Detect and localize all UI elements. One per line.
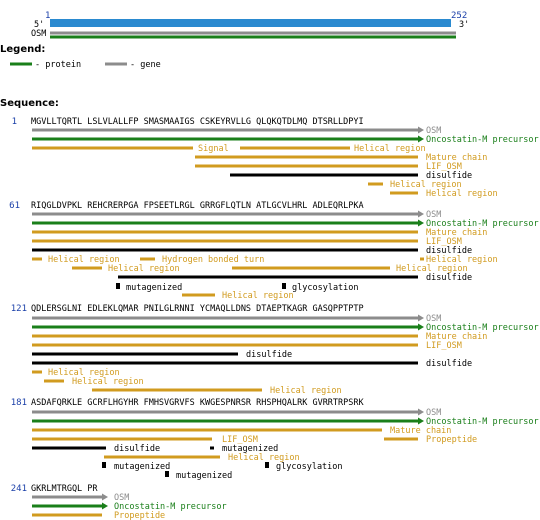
protein-track-label: Oncostatin-M precursor bbox=[426, 323, 539, 333]
track-arrowhead bbox=[418, 219, 424, 227]
track-arrowhead bbox=[418, 323, 424, 331]
feature-track-label: Helical region bbox=[354, 144, 426, 154]
feature-track-label: LIF_OSM bbox=[426, 237, 462, 247]
glycosylation-marker bbox=[265, 462, 269, 468]
track-arrowhead bbox=[418, 417, 424, 425]
disulfide-track-label: disulfide bbox=[246, 350, 292, 360]
disulfide-track-label: disulfide bbox=[426, 246, 472, 256]
feature-track-label: Hydrogen bonded turn bbox=[162, 255, 264, 265]
legend: Legend: - protein - gene bbox=[0, 44, 161, 70]
gene-track-label: OSM bbox=[426, 126, 441, 136]
block-start-number: 241 bbox=[11, 484, 27, 494]
track-arrowhead bbox=[102, 493, 108, 501]
sequence-block: 181 ASDAFQRKLE GCRFLHGYHR FMHSVGRVFS KWG… bbox=[11, 398, 539, 481]
track-arrowhead bbox=[418, 210, 424, 218]
glycosylation-label: glycosylation bbox=[292, 283, 359, 293]
sequence-block: 121 QDLERSGLNI EDLEKLQMAR PNILGLRNNI YCM… bbox=[11, 304, 539, 396]
feature-track-label: Helical region bbox=[222, 291, 294, 301]
five-prime-label: 5' bbox=[34, 20, 44, 30]
track-arrowhead bbox=[418, 314, 424, 322]
overview-track: 1 252 5' 3' OSM bbox=[31, 11, 469, 39]
protein-track-label: Oncostatin-M precursor bbox=[426, 219, 539, 229]
glycosylation-label: glycosylation bbox=[276, 462, 343, 472]
disulfide-track-label: disulfide bbox=[426, 171, 472, 181]
glycosylation-marker bbox=[282, 283, 286, 289]
feature-track-label: Helical region bbox=[390, 180, 462, 190]
feature-track-label: Helical region bbox=[228, 453, 300, 463]
feature-track-label: Mature chain bbox=[426, 332, 487, 342]
feature-track-label: Mature chain bbox=[426, 153, 487, 163]
feature-track-label: Propeptide bbox=[426, 435, 477, 445]
block-sequence-text: ASDAFQRKLE GCRFLHGYHR FMHSVGRVFS KWGESPN… bbox=[31, 398, 365, 408]
mutagenized-marker bbox=[165, 471, 169, 477]
disulfide-track-label: disulfide bbox=[426, 273, 472, 283]
protein-track-label: Oncostatin-M precursor bbox=[426, 135, 539, 145]
mutagenized-label: mutagenized bbox=[126, 283, 182, 293]
feature-track-label: Helical region bbox=[426, 255, 498, 265]
feature-track-label: LIF_OSM bbox=[222, 435, 258, 445]
block-sequence-text: GKRLMTRGQL PR bbox=[31, 484, 98, 494]
feature-track-label: Helical region bbox=[48, 368, 120, 378]
sequence-block: 61 RIQGLDVPKL REHCRERPGA FPSEETLRGL GRRG… bbox=[9, 201, 538, 301]
gene-track-label: OSM bbox=[426, 314, 441, 324]
track-arrowhead bbox=[418, 135, 424, 143]
feature-track-label: Mature chain bbox=[390, 426, 451, 436]
track-arrowhead bbox=[418, 126, 424, 134]
legend-gene-label: - gene bbox=[130, 60, 161, 70]
feature-track-label: Helical region bbox=[72, 377, 144, 387]
start-number: 1 bbox=[45, 11, 50, 21]
legend-title: Legend: bbox=[0, 44, 45, 55]
feature-track-label: LIF_OSM bbox=[426, 341, 462, 351]
feature-track-label: Signal bbox=[198, 144, 229, 154]
gene-track-label: OSM bbox=[426, 210, 441, 220]
feature-track-label: Helical region bbox=[396, 264, 468, 274]
feature-track-label: Helical region bbox=[108, 264, 180, 274]
disulfide-track-label: disulfide bbox=[426, 359, 472, 369]
block-start-number: 181 bbox=[11, 398, 27, 408]
disulfide-track-label: mutagenized bbox=[222, 444, 278, 454]
track-arrowhead bbox=[418, 408, 424, 416]
block-start-number: 1 bbox=[12, 117, 17, 127]
overview-bar bbox=[50, 19, 451, 27]
feature-track-label: Propeptide bbox=[114, 511, 165, 520]
gene-track-label: OSM bbox=[426, 408, 441, 418]
feature-track-label: Helical region bbox=[426, 189, 498, 199]
sequence-title: Sequence: bbox=[0, 98, 59, 109]
sequence-block: 241 GKRLMTRGQL PR OSM Oncostatin-M precu… bbox=[11, 484, 227, 520]
mutagenized-marker bbox=[116, 283, 120, 289]
mutagenized-label: mutagenized bbox=[176, 471, 232, 481]
protein-track-label: Oncostatin-M precursor bbox=[426, 417, 539, 427]
legend-protein-label: - protein bbox=[35, 60, 81, 70]
block-start-number: 61 bbox=[9, 201, 20, 211]
protein-track-label: Oncostatin-M precursor bbox=[114, 502, 227, 512]
three-prime-label: 3' bbox=[459, 20, 469, 30]
feature-track-label: LIF_OSM bbox=[426, 162, 462, 172]
mutagenized-label: mutagenized bbox=[114, 462, 170, 472]
disulfide-track-label: disulfide bbox=[114, 444, 160, 454]
feature-track-label: Helical region bbox=[48, 255, 120, 265]
block-sequence-text: QDLERSGLNI EDLEKLQMAR PNILGLRNNI YCMAQLL… bbox=[31, 304, 364, 314]
gene-track-label: OSM bbox=[114, 493, 129, 503]
end-number: 252 bbox=[451, 11, 467, 21]
block-sequence-text: MGVLLTQRTL LSLVLALLFP SMASMAAIGS CSKEYRV… bbox=[31, 117, 364, 127]
block-start-number: 121 bbox=[11, 304, 27, 314]
overview-track-label: OSM bbox=[31, 29, 46, 39]
sequence-block: 1 MGVLLTQRTL LSLVLALLFP SMASMAAIGS CSKEY… bbox=[12, 117, 539, 199]
feature-track-label: Helical region bbox=[270, 386, 342, 396]
block-sequence-text: RIQGLDVPKL REHCRERPGA FPSEETLRGL GRRGFLQ… bbox=[31, 201, 364, 211]
track-arrowhead bbox=[102, 502, 108, 510]
feature-track-label: Mature chain bbox=[426, 228, 487, 238]
mutagenized-marker bbox=[102, 462, 106, 468]
